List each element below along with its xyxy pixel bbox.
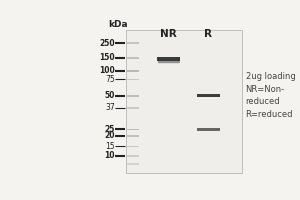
Text: 2ug loading
NR=Non-
reduced
R=reduced: 2ug loading NR=Non- reduced R=reduced — [246, 72, 295, 119]
Bar — [158, 61, 180, 63]
Text: R: R — [204, 29, 212, 39]
Text: 20: 20 — [104, 131, 115, 140]
Text: 37: 37 — [105, 103, 115, 112]
Bar — [126, 30, 242, 173]
Bar — [127, 79, 139, 80]
Text: 250: 250 — [99, 39, 115, 48]
Bar — [127, 95, 139, 97]
Bar — [127, 163, 139, 165]
Text: 100: 100 — [99, 66, 115, 75]
Text: 150: 150 — [99, 53, 115, 62]
Bar — [127, 70, 139, 72]
Text: 75: 75 — [105, 75, 115, 84]
Bar — [127, 107, 139, 109]
Text: 25: 25 — [104, 125, 115, 134]
Bar — [197, 128, 220, 131]
Text: kDa: kDa — [108, 20, 128, 29]
Bar — [127, 135, 139, 137]
Bar — [157, 57, 181, 61]
Bar — [197, 94, 220, 97]
Bar — [127, 155, 139, 157]
Text: 15: 15 — [105, 142, 115, 151]
Bar — [127, 42, 139, 44]
Bar — [127, 129, 139, 130]
Text: 50: 50 — [104, 91, 115, 100]
Bar — [127, 57, 139, 59]
Bar — [158, 59, 179, 64]
Text: NR: NR — [160, 29, 177, 39]
Text: 10: 10 — [104, 151, 115, 160]
Bar — [127, 146, 139, 147]
